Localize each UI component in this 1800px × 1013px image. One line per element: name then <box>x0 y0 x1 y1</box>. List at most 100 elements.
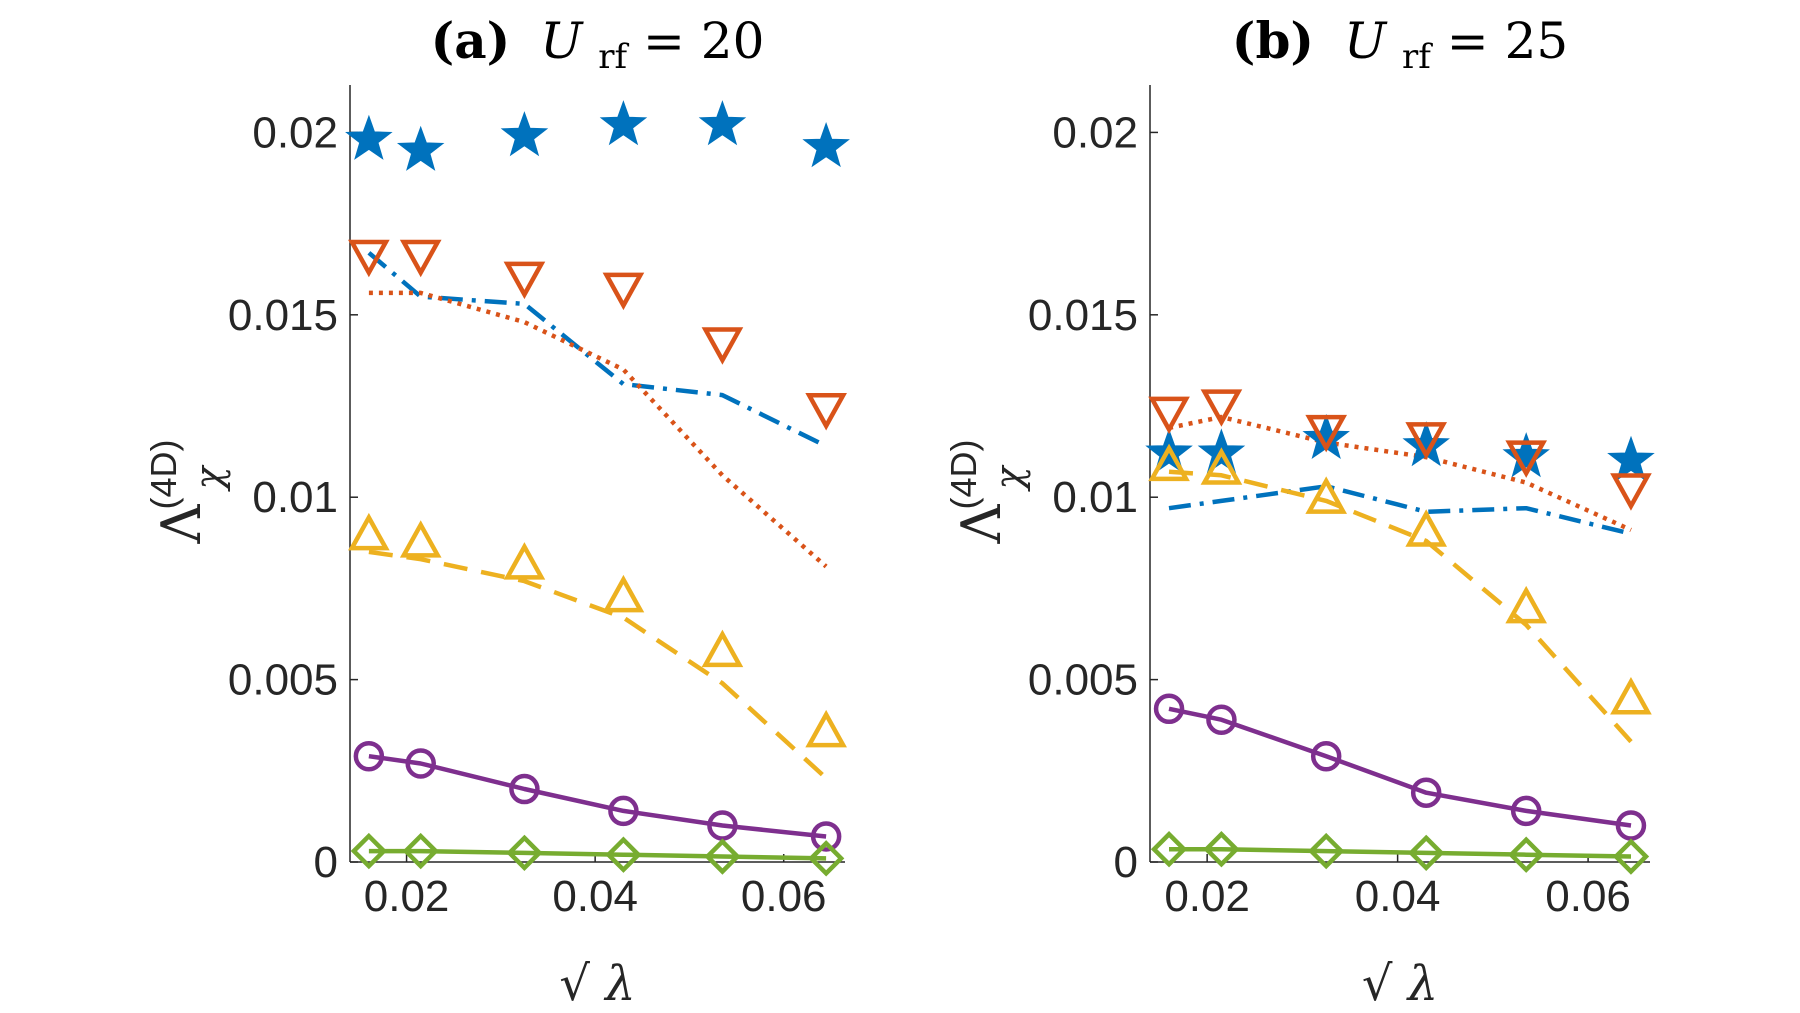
data-point <box>1502 432 1550 478</box>
data-point <box>348 512 390 551</box>
data-point <box>1405 509 1448 547</box>
data-point <box>608 795 639 827</box>
data-point <box>503 261 546 300</box>
data-point <box>500 111 549 157</box>
panel-b-title-sub: rf <box>1402 37 1433 77</box>
data-point <box>1305 414 1348 453</box>
x-tick-label: 0.02 <box>364 872 450 921</box>
data-point <box>399 239 442 278</box>
data-point <box>805 392 847 431</box>
data-point <box>605 836 642 873</box>
panel-b: 0 0.005 0.01 0.015 0.02 0.02 0.04 0.06 (b) U rf… <box>943 11 1655 1012</box>
data-point <box>1610 473 1652 511</box>
panel-a-ylabel-sub: χ <box>187 465 231 493</box>
data-point <box>1508 836 1545 873</box>
data-point <box>1203 831 1240 868</box>
data-point <box>402 832 439 870</box>
y-tick-label: 0.02 <box>252 108 338 157</box>
panel-a-xlabel-var: λ <box>603 956 635 1012</box>
panel-b-title-eq: = 25 <box>1447 12 1568 70</box>
data-point <box>399 520 442 558</box>
panel-b-xlabel-var: λ <box>1406 956 1438 1012</box>
data-point <box>1510 795 1542 827</box>
data-point <box>396 125 445 171</box>
data-point <box>348 239 390 278</box>
panel-a-title: (a) U rf = 20 <box>431 11 765 80</box>
panel-a-ylabel-main: Λ <box>150 504 213 545</box>
data-point <box>1148 443 1190 482</box>
panel-a-title-eq: = 20 <box>643 12 764 70</box>
data-point <box>1405 422 1448 460</box>
x-tick-label: 0.02 <box>1164 872 1250 921</box>
data-point <box>701 327 744 365</box>
x-tick-label: 0.04 <box>552 872 638 921</box>
data-point <box>509 773 540 805</box>
y-tick-label: 0.02 <box>1052 108 1138 157</box>
data-point <box>1310 740 1342 772</box>
series-line <box>368 290 828 569</box>
data-point <box>345 114 393 160</box>
data-point <box>1308 832 1345 870</box>
panel-a-label: (a) <box>431 11 511 70</box>
data-point <box>1153 693 1185 725</box>
y-tick-label: 0.01 <box>252 473 338 522</box>
data-point <box>1148 396 1190 435</box>
data-point <box>599 100 648 146</box>
data-point <box>506 834 543 872</box>
data-point <box>1610 677 1652 715</box>
panel-a-axes: 0 0.005 0.01 0.015 0.02 0.02 0.04 0.06 <box>228 85 845 921</box>
data-point <box>704 838 741 875</box>
y-tick-label: 0.015 <box>1028 291 1138 340</box>
data-point <box>350 832 388 870</box>
data-point <box>405 748 436 779</box>
panel-a-ylabel: Λ (4D) χ <box>143 440 231 545</box>
data-point <box>807 840 845 877</box>
series-line <box>368 549 828 780</box>
series-line <box>1168 706 1632 828</box>
data-point <box>698 100 747 146</box>
panel-b-xlabel-root: √ <box>1362 956 1393 1012</box>
data-point <box>1410 777 1442 808</box>
data-point <box>1505 585 1548 624</box>
panel-b-title: (b) U rf = 25 <box>1232 11 1568 80</box>
x-tick-label: 0.04 <box>1355 872 1441 921</box>
y-tick-label: 0.005 <box>1028 656 1138 705</box>
y-tick-label: 0 <box>314 838 338 887</box>
panel-b-ylabel-sup: (4D) <box>943 440 984 510</box>
y-tick-label: 0.005 <box>228 656 338 705</box>
data-point <box>1200 389 1243 427</box>
panel-b-ylabel: Λ (4D) χ <box>943 440 1031 545</box>
data-point <box>1200 447 1243 485</box>
panel-a-series-markers <box>345 100 850 877</box>
panel-a-xlabel: √ λ <box>559 956 635 1012</box>
data-point <box>353 740 385 772</box>
panel-b-ylabel-sub: χ <box>987 465 1031 493</box>
data-point <box>602 574 645 613</box>
y-tick-label: 0 <box>1114 838 1138 887</box>
data-point <box>1206 704 1237 735</box>
data-point <box>802 122 850 168</box>
data-point <box>1612 838 1650 875</box>
data-point <box>1607 435 1655 481</box>
x-tick-label: 0.06 <box>741 872 827 921</box>
data-point <box>503 542 546 580</box>
data-point <box>1305 476 1348 514</box>
data-point <box>805 709 847 748</box>
panel-a-ylabel-sup: (4D) <box>143 440 184 510</box>
data-point <box>1150 831 1188 868</box>
series-line <box>1168 414 1632 533</box>
data-point <box>602 272 645 311</box>
series-line <box>1168 484 1632 536</box>
panel-a-title-var: U <box>540 12 584 70</box>
panel-b-xlabel: √ λ <box>1362 956 1438 1012</box>
panel-b-axes: 0 0.005 0.01 0.015 0.02 0.02 0.04 0.06 <box>1028 85 1650 921</box>
series-line <box>1168 469 1633 744</box>
series-line <box>367 251 828 449</box>
panel-a-title-sub: rf <box>598 37 629 77</box>
panel-a-series-lines <box>367 251 828 861</box>
data-point <box>1505 440 1548 478</box>
y-tick-label: 0.01 <box>1052 473 1138 522</box>
panel-b-label: (b) <box>1232 11 1314 70</box>
panel-b-title-var: U <box>1344 12 1388 70</box>
